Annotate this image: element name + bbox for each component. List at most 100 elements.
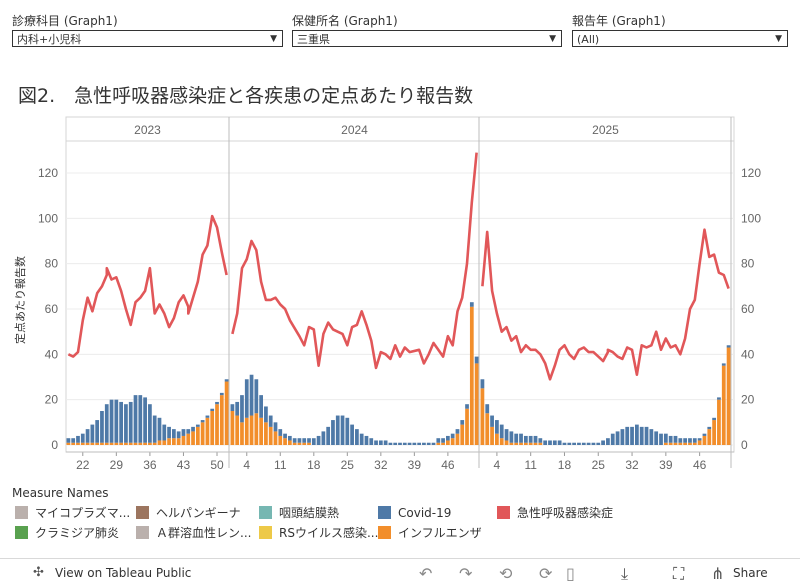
pause-icon[interactable]: ▯ [566, 564, 575, 583]
bar-influenza [162, 440, 167, 445]
bar-influenza [66, 442, 71, 445]
view-on-tableau-link[interactable]: View on Tableau Public [55, 566, 192, 580]
x-tick-label: 18 [307, 458, 321, 472]
bar-influenza [523, 442, 528, 445]
bar-covid19 [412, 442, 417, 445]
legend-title: Measure Names [12, 486, 109, 500]
legend-item[interactable]: ヘルパンギーナ [136, 505, 241, 521]
bar-influenza [668, 442, 673, 445]
bar-covid19 [523, 435, 528, 443]
bar-covid19 [355, 429, 359, 445]
bar-influenza [292, 442, 297, 445]
legend-item[interactable]: RSウイルス感染... [259, 525, 378, 541]
bar-covid19 [162, 424, 167, 441]
bar-influenza [119, 442, 124, 445]
y-tick-label-left: 20 [45, 393, 59, 407]
bar-covid19 [567, 442, 572, 445]
legend-item[interactable]: マイコプラズマ... [15, 505, 130, 521]
share-button[interactable]: Share [733, 566, 768, 580]
y-tick-label-right: 120 [741, 166, 761, 180]
filter-health-center-label: 保健所名 (Graph1) [292, 14, 398, 28]
x-tick-label: 39 [659, 458, 673, 472]
legend-item[interactable]: 咽頭結膜熱 [259, 505, 339, 521]
bar-influenza [104, 442, 109, 445]
filter-department-select[interactable]: 内科+小児科 ▼ [12, 30, 283, 47]
bar-covid19 [639, 426, 644, 445]
bar-influenza [474, 363, 479, 445]
filter-health-center-select[interactable]: 三重県 ▼ [292, 30, 562, 47]
bar-influenza [181, 435, 186, 445]
bar-influenza [195, 426, 200, 445]
x-tick-label: 32 [374, 458, 388, 472]
bar-influenza [200, 422, 205, 445]
revert-icon[interactable]: ⟲ [499, 564, 513, 583]
bar-influenza [268, 426, 273, 445]
x-tick-label: 25 [341, 458, 355, 472]
bar-influenza [167, 438, 171, 445]
bar-influenza [278, 435, 283, 445]
bar-covid19 [311, 438, 316, 445]
legend-item[interactable]: 急性呼吸器感染症 [497, 505, 613, 521]
bar-covid19 [340, 415, 345, 445]
bar-influenza [186, 433, 191, 445]
y-tick-label-right: 80 [741, 257, 755, 271]
refresh-icon[interactable]: ⟳ [539, 564, 553, 583]
filter-health-center-value: 三重県 [297, 33, 330, 46]
y-axis-label: 定点あたり報告数 [13, 256, 27, 344]
bar-influenza [124, 442, 128, 445]
bar-influenza [109, 442, 114, 445]
bar-influenza [533, 442, 538, 445]
bar-covid19 [138, 395, 143, 443]
bar-covid19 [702, 433, 707, 436]
bar-influenza [446, 440, 450, 445]
bar-covid19 [398, 442, 402, 445]
share-icon[interactable]: ⋔ [711, 564, 725, 583]
bar-covid19 [557, 440, 562, 445]
bar-covid19 [90, 424, 95, 443]
fullscreen-icon[interactable]: ⛶ [673, 564, 685, 583]
bar-covid19 [302, 438, 307, 443]
legend-item[interactable]: Ａ群溶血性レン... [136, 525, 251, 541]
bar-influenza [273, 431, 278, 445]
bar-influenza [71, 442, 76, 445]
bar-covid19 [450, 433, 455, 439]
bar-covid19 [659, 433, 663, 445]
bar-covid19 [205, 415, 210, 418]
bar-covid19 [287, 435, 292, 441]
bar-influenza [692, 442, 697, 445]
legend-swatch [259, 506, 272, 519]
bar-covid19 [543, 440, 548, 445]
bar-covid19 [548, 440, 552, 445]
bar-covid19 [297, 438, 302, 443]
filter-year-select[interactable]: (All) ▼ [572, 30, 788, 47]
legend-item[interactable]: インフルエンザ [378, 525, 482, 541]
bar-covid19 [495, 420, 499, 434]
bar-influenza [95, 442, 100, 445]
y-tick-label-left: 80 [45, 257, 59, 271]
bar-influenza [283, 438, 287, 445]
filter-year-value: (All) [577, 33, 600, 46]
bar-influenza [235, 415, 240, 445]
bar-covid19 [71, 438, 76, 443]
legend-label: Ａ群溶血性レン... [156, 526, 252, 540]
undo-icon[interactable]: ↶ [419, 564, 433, 583]
bar-influenza [240, 422, 244, 445]
bar-covid19 [697, 438, 702, 441]
legend-item[interactable]: Covid-19 [378, 505, 451, 521]
download-icon[interactable]: ⤓ [621, 564, 629, 583]
x-tick-label: 29 [110, 458, 124, 472]
bar-covid19 [157, 417, 162, 441]
x-tick-label: 22 [76, 458, 90, 472]
legend-item[interactable]: クラミジア肺炎 [15, 525, 119, 541]
bar-influenza [504, 440, 509, 445]
bar-covid19 [509, 431, 514, 443]
legend-label: クラミジア肺炎 [35, 526, 120, 540]
bar-influenza [143, 442, 147, 445]
bar-covid19 [480, 379, 485, 389]
bar-influenza [460, 424, 465, 445]
bar-influenza [688, 442, 692, 445]
bar-covid19 [474, 356, 479, 364]
bar-covid19 [407, 442, 412, 445]
plot-frame [65, 116, 735, 453]
redo-icon[interactable]: ↷ [459, 564, 473, 583]
